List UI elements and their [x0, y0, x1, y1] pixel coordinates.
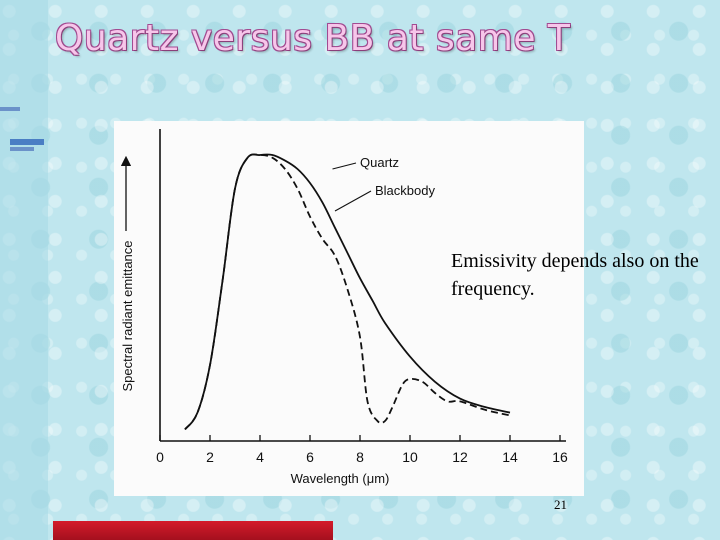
series-line-blackbody — [184, 153, 511, 430]
x-tick-label: 14 — [502, 449, 518, 465]
x-tick-label: 2 — [206, 449, 214, 465]
x-tick-label: 10 — [402, 449, 418, 465]
x-axis-label: Wavelength (μm) — [291, 471, 390, 486]
slide-title: Quartz versus BB at same T — [55, 18, 571, 59]
decoration-dash — [10, 147, 34, 151]
decoration-dash — [10, 139, 44, 145]
chart-figure: 0 2 4 6 8 10 12 14 16 Wavelength (μm) Spectral rad… — [114, 121, 584, 496]
quartz-leader-line — [332, 162, 357, 170]
y-axis-label: Spectral radiant emittance — [120, 240, 135, 391]
x-tick-label: 4 — [256, 449, 264, 465]
chart-svg: 0 2 4 6 8 10 12 14 16 Wavelength (μm) Spectral rad… — [120, 129, 568, 486]
quartz-annotation: Quartz — [360, 155, 399, 170]
blackbody-leader-line — [334, 190, 372, 212]
x-tick-label: 16 — [552, 449, 568, 465]
x-tick-label: 8 — [356, 449, 364, 465]
slide-caption: Emissivity depends also on the frequency… — [451, 250, 699, 300]
blackbody-annotation: Blackbody — [375, 183, 435, 198]
left-strip — [0, 0, 48, 540]
x-tick-label: 12 — [452, 449, 468, 465]
slide-number: 21 — [554, 497, 567, 512]
x-tick-label: 6 — [306, 449, 314, 465]
x-tick-label: 0 — [156, 449, 164, 465]
decoration-dash — [0, 107, 20, 111]
bottom-bar — [53, 521, 333, 540]
